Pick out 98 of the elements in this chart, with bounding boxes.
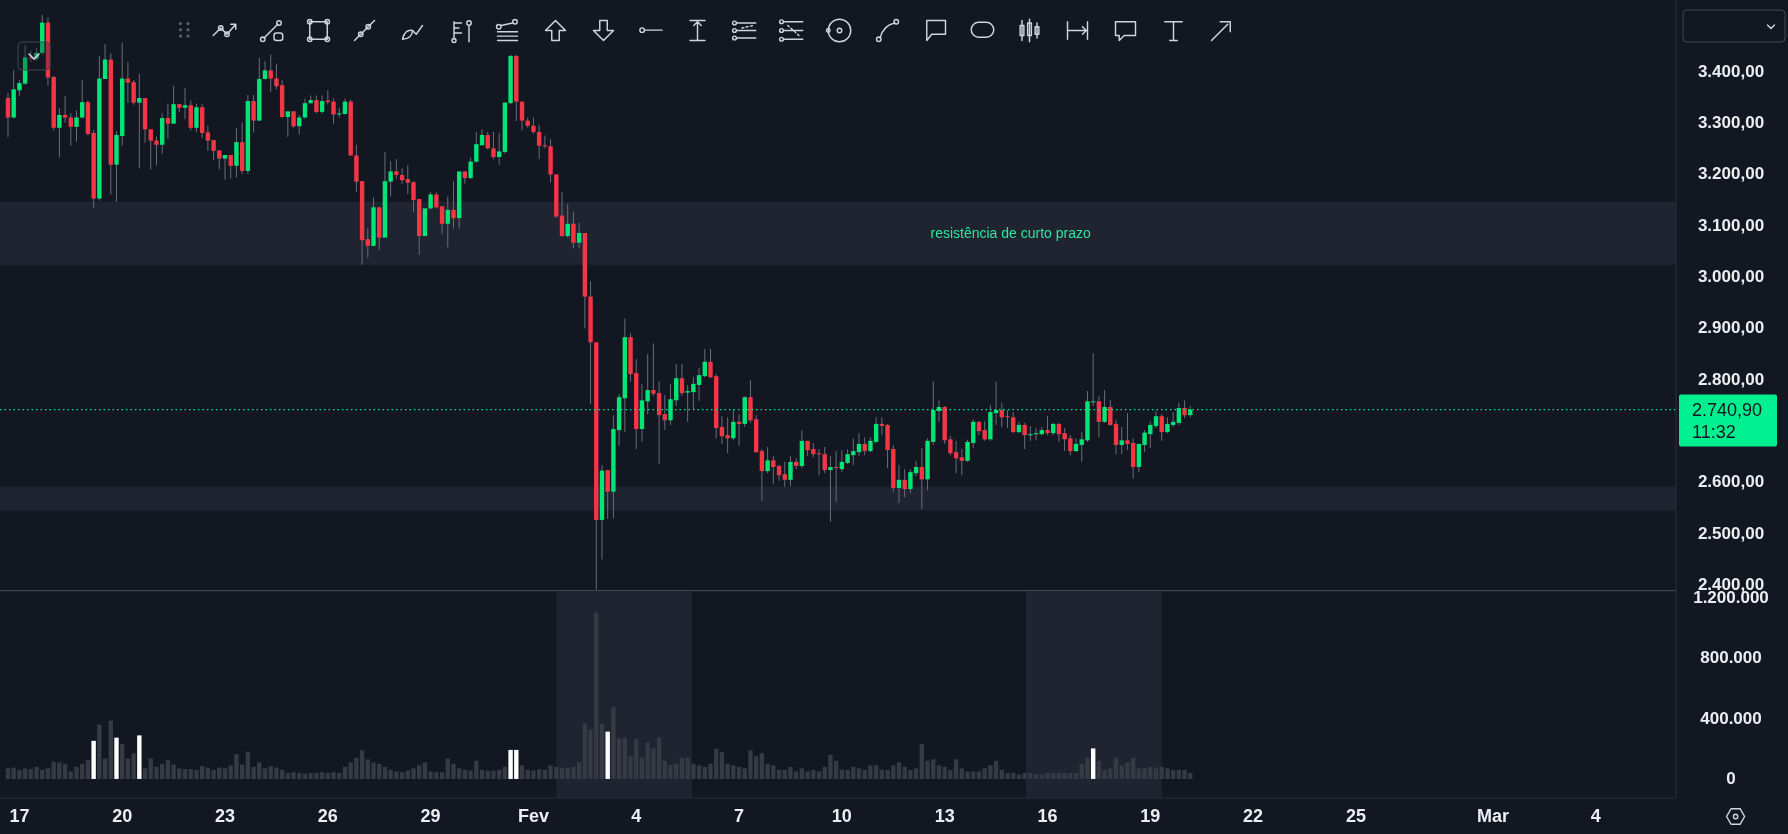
bar — [142, 768, 148, 779]
y-tick-label: 3.300,00 — [1697, 113, 1765, 133]
candlestick — [365, 227, 370, 259]
x-tick-label: 16 — [1037, 806, 1058, 826]
candlestick — [285, 110, 291, 138]
x-tick-label: 23 — [215, 806, 236, 826]
y-tick-label: 3.000,00 — [1697, 267, 1765, 287]
bar — [856, 768, 862, 779]
x-tick-label: 13 — [934, 806, 955, 826]
candlestick — [188, 100, 193, 131]
candlestick — [765, 446, 770, 474]
candlestick — [234, 127, 239, 179]
candlestick — [194, 103, 199, 133]
candlestick — [57, 107, 62, 159]
candlestick — [1022, 422, 1027, 450]
candlestick — [251, 94, 256, 133]
candlestick — [1011, 411, 1016, 434]
candlestick — [788, 455, 793, 487]
x-tick-label: 4 — [1590, 806, 1601, 826]
candlestick — [154, 136, 159, 166]
candlestick — [394, 158, 399, 180]
x-tick-label: 17 — [9, 806, 30, 826]
candlestick — [731, 409, 736, 441]
candlestick — [605, 469, 610, 520]
text: 11:32 — [1692, 421, 1736, 442]
bar — [120, 744, 125, 779]
candlestick — [1119, 426, 1124, 455]
candlestick — [902, 468, 907, 498]
candlestick — [331, 98, 336, 125]
bar — [85, 760, 91, 779]
candlestick — [828, 455, 833, 523]
candlestick — [171, 85, 176, 125]
bar — [137, 735, 142, 779]
candlestick — [222, 154, 228, 181]
candlestick — [468, 157, 473, 180]
y-tick-label: 0 — [1726, 769, 1736, 789]
candlestick — [5, 92, 11, 138]
candlestick — [822, 446, 827, 474]
candlestick — [542, 134, 548, 149]
candlestick — [182, 87, 188, 120]
y-tick-label: 3.200,00 — [1697, 164, 1765, 184]
candlestick — [782, 461, 787, 488]
x-tick-label: 10 — [831, 806, 852, 826]
bar — [91, 740, 96, 779]
candlestick — [80, 79, 85, 120]
candlestick — [1102, 389, 1107, 424]
bar — [519, 765, 525, 779]
x-tick-label: 20 — [112, 806, 133, 826]
bar — [599, 723, 605, 779]
candlestick — [148, 128, 153, 170]
candlestick — [571, 211, 576, 249]
candlestick — [491, 131, 496, 160]
candlestick — [1045, 415, 1050, 436]
candlestick — [1096, 395, 1102, 438]
candlestick — [462, 170, 468, 185]
x-tick-label: 26 — [317, 806, 338, 826]
y-tick-label: 800.000 — [1700, 648, 1762, 668]
y-tick-label: 2.800,00 — [1697, 369, 1765, 389]
candlestick — [1159, 413, 1164, 442]
candlestick — [519, 101, 525, 131]
candlestick — [165, 103, 171, 140]
candlestick — [262, 60, 268, 81]
bar — [502, 766, 508, 779]
candlestick — [496, 132, 502, 166]
bar — [262, 768, 268, 779]
candlestick — [74, 109, 79, 143]
y-tick-label: 2.500,00 — [1697, 523, 1765, 543]
bar — [1090, 748, 1096, 779]
candlestick — [268, 53, 273, 93]
band-label: resistência de curto prazo — [930, 225, 1091, 242]
x-tick-label: Mar — [1476, 806, 1509, 826]
bar — [605, 731, 610, 779]
candlestick — [679, 363, 685, 397]
bar — [108, 720, 113, 779]
candlestick — [1028, 425, 1033, 442]
candlestick — [759, 448, 765, 502]
candlestick — [451, 180, 456, 229]
x-tick-label: 25 — [1345, 806, 1366, 826]
y-tick-label: 3.400,00 — [1697, 61, 1765, 81]
x-tick-label: 7 — [734, 806, 745, 826]
x-tick-label: Fev — [517, 806, 549, 826]
x-tick-label: 19 — [1140, 806, 1161, 826]
y-tick-label: 2.600,00 — [1697, 472, 1765, 492]
ref-line-label: 2.740,90 — [1692, 399, 1763, 420]
x-tick-label: 22 — [1243, 806, 1264, 826]
x-tick-label: 4 — [631, 806, 642, 826]
y-tick-label: 3.100,00 — [1697, 215, 1765, 235]
x-tick-label: 29 — [420, 806, 441, 826]
candlestick — [302, 98, 308, 120]
y-tick-label: 400.000 — [1700, 708, 1762, 728]
bar — [114, 737, 119, 779]
y-tick-label: 2.900,00 — [1697, 318, 1765, 338]
candlestick — [445, 196, 450, 248]
candlestick — [959, 448, 965, 476]
candlestick — [137, 73, 142, 169]
candlestick — [62, 95, 68, 124]
candlestick — [536, 124, 542, 160]
candlestick — [576, 222, 582, 249]
